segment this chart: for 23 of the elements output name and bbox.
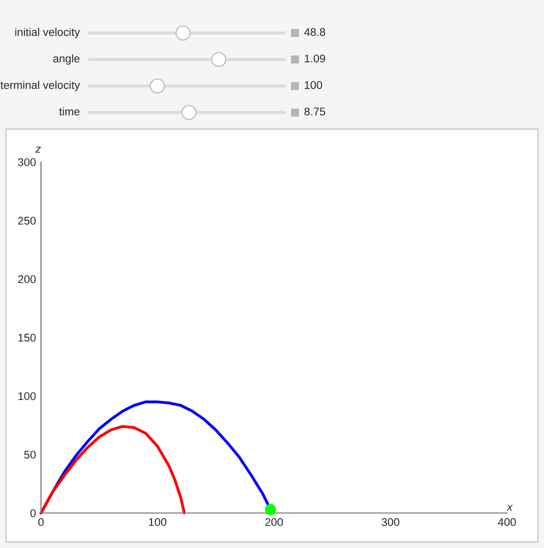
y-axis-title: z (35, 146, 41, 153)
y-tick-label: 200 (18, 275, 36, 284)
y-tick-label: 50 (24, 450, 36, 459)
text: terminal velocity (0, 80, 80, 92)
x-tick-label: 300 (382, 518, 400, 526)
text: 1.09 (304, 54, 326, 62)
text: 100 (304, 81, 322, 89)
x-tick-label: 400 (498, 518, 516, 526)
text: time (59, 107, 80, 116)
text: 48.8 (304, 28, 326, 36)
y-tick-label: 250 (18, 216, 36, 225)
text: initial velocity (15, 28, 80, 38)
x-tick-label: 0 (38, 518, 44, 526)
y-tick-label: 300 (18, 158, 36, 166)
y-tick-label: 0 (30, 509, 36, 518)
x-tick-label: 200 (265, 518, 283, 526)
x-tick-label: 100 (149, 518, 166, 526)
line-series (40, 425, 186, 514)
y-tick-label: 150 (18, 334, 36, 342)
text: 8.75 (304, 108, 326, 116)
text: angle (53, 54, 80, 65)
x-axis-title: x (506, 504, 513, 511)
y-tick-label: 100 (18, 392, 36, 400)
